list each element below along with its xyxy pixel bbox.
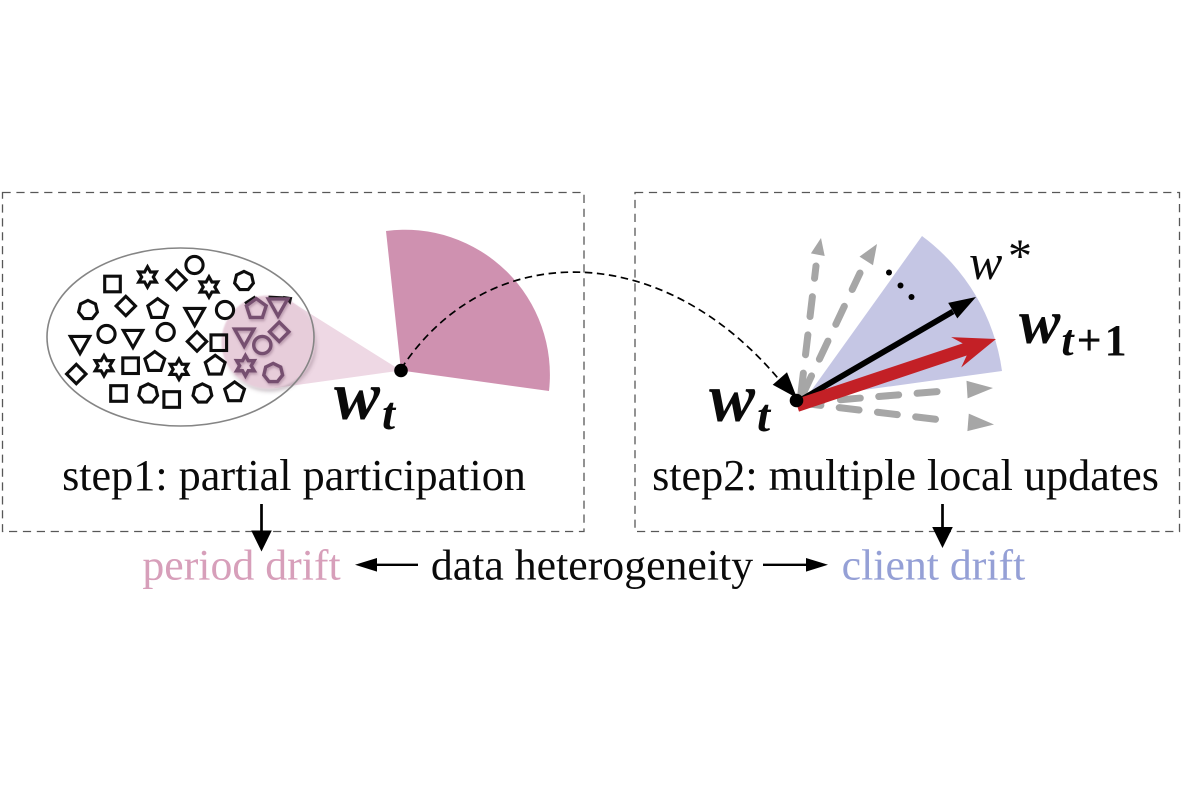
svg-text:step2: multiple local updates: step2: multiple local updates [652,451,1159,500]
svg-text:data heterogeneity: data heterogeneity [431,542,753,590]
svg-text:client drift: client drift [842,542,1026,590]
svg-text:step1: partial participation: step1: partial participation [62,451,526,500]
svg-text:wt: wt [709,360,772,442]
svg-text:period drift: period drift [142,542,340,590]
svg-text:w: w [969,234,1002,290]
svg-text:*: * [1008,230,1032,283]
